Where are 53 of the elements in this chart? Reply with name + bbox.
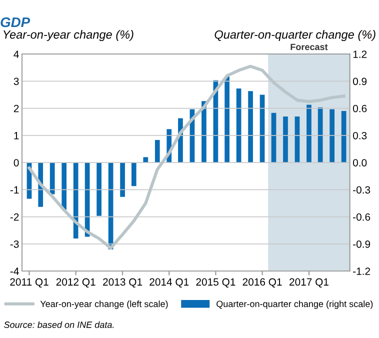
y2-tick-label: -0.9 (353, 240, 370, 248)
y-tick-label: 1 (14, 132, 19, 140)
y2-tick-label: 0.9 (353, 78, 367, 86)
bar (294, 116, 300, 163)
source-note: Source: based on INE data. (4, 321, 114, 328)
bar (224, 76, 230, 163)
line-series (28, 64, 346, 250)
bar (202, 101, 206, 163)
x-tick-label: 2017 Q1 (290, 278, 328, 288)
y-tick-label: -2 (10, 213, 19, 221)
y-tick-label: 2 (14, 104, 19, 112)
y2-tick-label: 1.2 (353, 50, 367, 58)
bar (260, 94, 265, 163)
y2-tick-label: -0.3 (353, 186, 370, 194)
y2-tick-label: 0.0 (353, 159, 367, 166)
y-axis-title: Year-on-year change (%) (4, 30, 134, 42)
bar (50, 162, 55, 194)
y-tick-label: -1 (10, 186, 19, 194)
bar (96, 162, 102, 216)
bar (154, 140, 160, 163)
y2-axis-title: Quarter-on-quarter change (%) (214, 30, 376, 42)
bar (131, 162, 136, 186)
x-tick-label: 2016 Q1 (242, 278, 282, 288)
bar (330, 109, 335, 163)
y-tick-label: 3 (14, 78, 19, 86)
band-label: Forecast (290, 44, 328, 50)
bar (120, 162, 125, 197)
bar (318, 107, 323, 163)
y-tick-label: 0 (14, 159, 19, 166)
y-tick-label: -4 (10, 268, 19, 275)
bar (283, 116, 288, 163)
y2-tick-label: -1.2 (353, 268, 370, 275)
bar (341, 111, 346, 163)
x-tick-label: 2015 Q1 (196, 278, 236, 288)
x-tick-label: 2014 Q1 (150, 278, 189, 288)
x-tick-label: 2013 Q1 (103, 278, 142, 288)
chart-title: GDP (0, 17, 30, 28)
bar (143, 157, 148, 163)
bar (62, 162, 67, 210)
bar (271, 112, 276, 163)
bar (73, 162, 78, 239)
y2-tick-label: -0.6 (353, 213, 370, 221)
bar (306, 104, 312, 163)
legend-label: Quarter-on-quarter change (right scale) (216, 300, 373, 309)
y-tick-label: 4 (14, 50, 19, 58)
bar (248, 91, 253, 163)
bar (236, 88, 242, 163)
x-tick-label: 2011 Q1 (10, 278, 48, 288)
y2-tick-label: 0.3 (353, 132, 367, 140)
x-tick-label: 2012 Q1 (56, 278, 96, 288)
y2-tick-label: 0.6 (353, 104, 367, 112)
legend-label: Year-on-year change (left scale) (40, 300, 168, 309)
y-tick-label: -3 (10, 240, 19, 248)
